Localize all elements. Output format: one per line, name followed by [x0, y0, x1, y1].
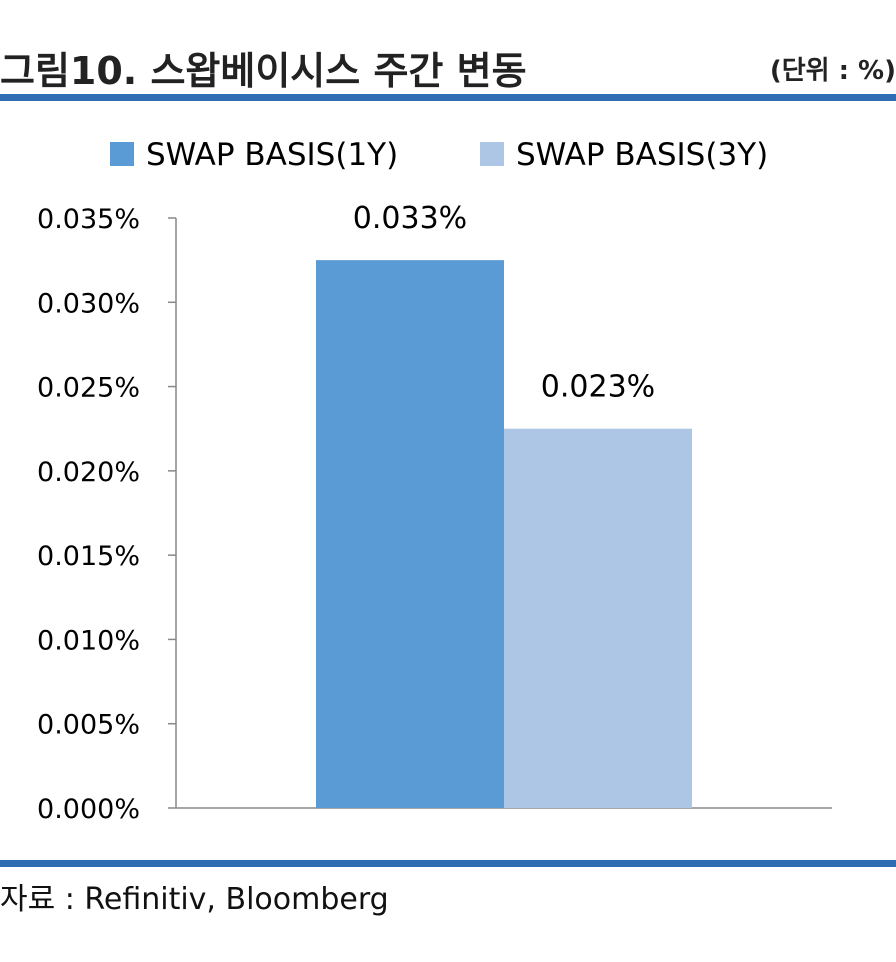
bottom-rule [0, 860, 896, 867]
legend-swatch-2 [480, 142, 504, 166]
bars [316, 260, 692, 809]
y-tick-label: 0.015% [37, 541, 140, 572]
unit-label: (단위 : %) [769, 56, 896, 86]
y-tick-label: 0.005% [37, 710, 140, 741]
y-axis: 0.000% 0.005% 0.010% 0.015% 0.020% 0.025% 0.03… [37, 204, 832, 825]
y-tick-label: 0.020% [37, 457, 140, 488]
top-rule [0, 94, 896, 101]
legend-swatch-1 [110, 142, 134, 166]
legend-label-1: SWAP BASIS(1Y) [146, 137, 398, 173]
source-note: 자료 : Refinitiv, Bloomberg [0, 882, 389, 917]
y-tick-label: 0.000% [37, 794, 140, 825]
y-tick-label: 0.030% [37, 288, 140, 319]
chart-title: 그림10. 스왑베이시스 주간 변동 [0, 49, 527, 93]
y-tick-label: 0.025% [37, 373, 140, 404]
bar-1 [316, 260, 504, 809]
legend-label-2: SWAP BASIS(3Y) [516, 137, 768, 173]
data-label-2: 0.023% [541, 370, 655, 405]
chart-header: 그림10. 스왑베이시스 주간 변동 (단위 : %) [0, 30, 896, 100]
data-labels: 0.033% 0.023% [353, 201, 655, 405]
data-label-1: 0.033% [353, 201, 467, 236]
bar-2 [504, 428, 692, 808]
y-tick-label: 0.010% [37, 625, 140, 656]
y-tick-label: 0.035% [37, 204, 140, 235]
legend: SWAP BASIS(1Y) SWAP BASIS(3Y) [110, 137, 768, 173]
bar-chart: SWAP BASIS(1Y) SWAP BASIS(3Y) 0.000% 0.005… [37, 137, 832, 825]
